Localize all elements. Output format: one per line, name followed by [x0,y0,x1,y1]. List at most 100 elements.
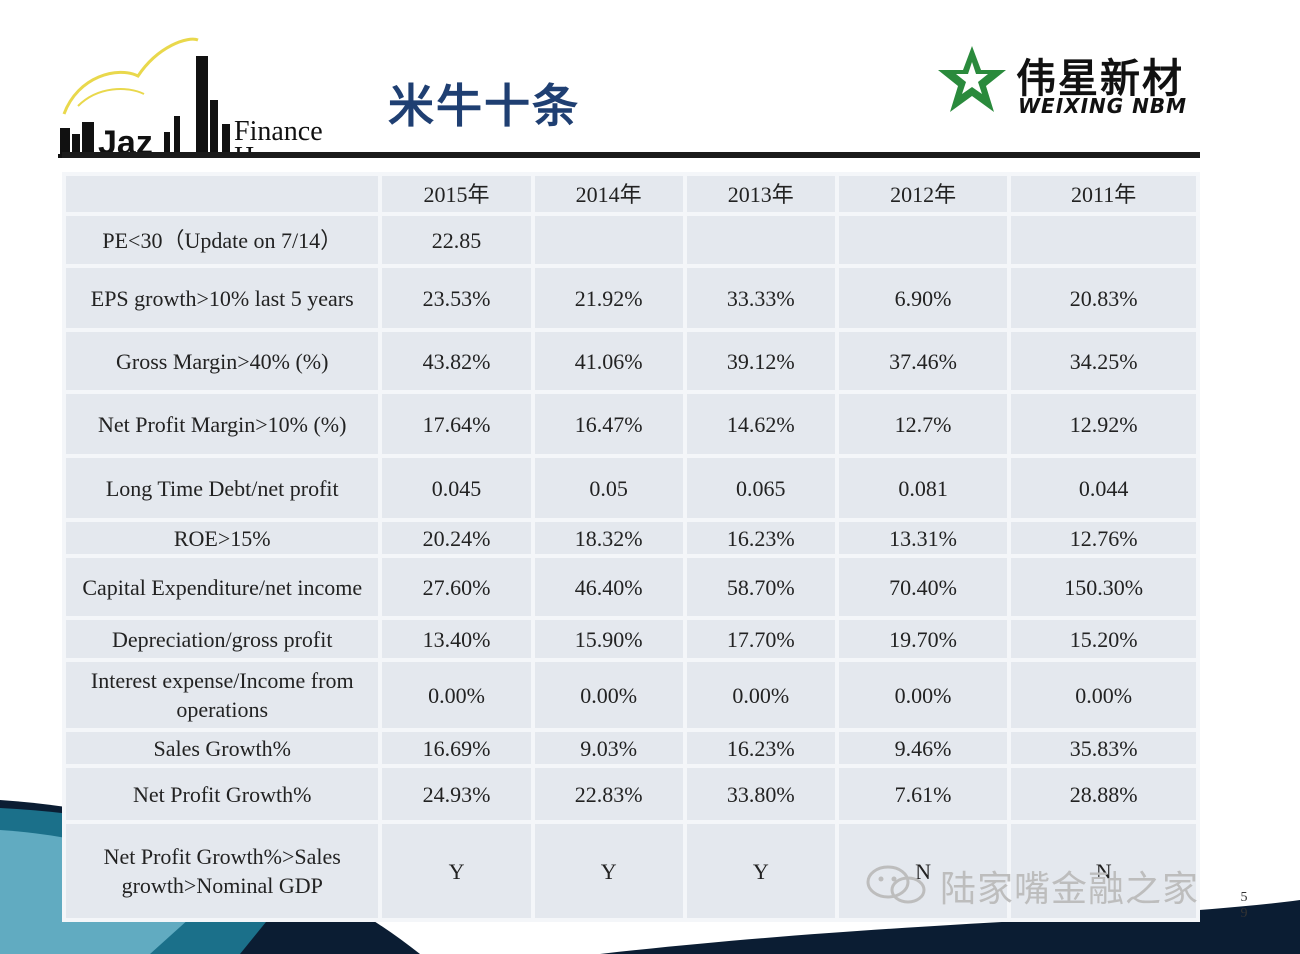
table-row: Interest expense/Income from operations … [61,658,1200,732]
header-cell: 2015年 [378,172,535,216]
table-row: ROE>15% 20.24% 18.32% 16.23% 13.31% 12.7… [61,518,1200,558]
wechat-icon [866,865,926,904]
table-cell: 0.044 [1007,454,1200,522]
header-cell: 2012年 [834,172,1012,216]
table-cell: 0.00% [378,658,535,732]
table-cell: 33.33% [682,264,839,332]
table-cell: 14.62% [682,390,839,458]
table-cell: 39.12% [682,328,839,394]
row-label: Sales Growth% [61,728,383,768]
table-cell: 23.53% [378,264,535,332]
table-cell: 34.25% [1007,328,1200,394]
table-cell: 28.88% [1007,764,1200,824]
row-label: Net Profit Growth% [61,764,383,824]
table-row: Long Time Debt/net profit 0.045 0.05 0.0… [61,454,1200,522]
star-emblem-icon [938,46,1006,112]
table-cell: 22.85 [378,212,535,268]
row-label: ROE>15% [61,518,383,558]
jazz-finance-house-logo: Jaz Finance House [58,36,348,162]
table-row: PE<30（Update on 7/14） 22.85 [61,212,1200,268]
wechat-watermark: 陆家嘴金融之家 [866,856,1246,910]
table-cell: N [834,820,1012,922]
table-cell: 24.93% [378,764,535,824]
table-cell: 16.47% [530,390,687,458]
table-cell: 37.46% [834,328,1012,394]
row-label: Net Profit Margin>10% (%) [61,390,383,458]
header-cell: 2013年 [682,172,839,216]
table-cell: 18.32% [530,518,687,558]
table-cell: 15.20% [1007,616,1200,662]
table-cell: 15.90% [530,616,687,662]
weixing-logo: 伟星新材 WEIXING NBM [936,44,1216,120]
table-row: Depreciation/gross profit 13.40% 15.90% … [61,616,1200,662]
table-cell: 9.03% [530,728,687,768]
row-label: Depreciation/gross profit [61,616,383,662]
table-row: EPS growth>10% last 5 years 23.53% 21.92… [61,264,1200,332]
header-cell [61,172,383,216]
table-cell [530,212,687,268]
table-cell [682,212,839,268]
table-cell: 16.23% [682,518,839,558]
table-cell: 150.30% [1007,554,1200,620]
table-row: Net Profit Growth%>Sales growth>Nominal … [61,820,1200,922]
table-cell: 0.00% [682,658,839,732]
table-cell: 13.40% [378,616,535,662]
page-number-digit: 5 [1240,890,1248,905]
table-cell: 22.83% [530,764,687,824]
table-cell: Y [530,820,687,922]
header-cell: 2011年 [1007,172,1200,216]
table-cell: 16.23% [682,728,839,768]
table-row: Capital Expenditure/net income 27.60% 46… [61,554,1200,620]
table-cell: Y [682,820,839,922]
table-cell: 43.82% [378,328,535,394]
table-cell [834,212,1012,268]
table-cell: 0.00% [834,658,1012,732]
table-cell: 9.46% [834,728,1012,768]
table-cell [1007,212,1200,268]
header-divider [62,152,1200,158]
table-cell: Y [378,820,535,922]
logo-text-finance: Finance [234,116,323,147]
table-cell: 17.64% [378,390,535,458]
table-cell: 12.92% [1007,390,1200,458]
table-cell: 20.83% [1007,264,1200,332]
row-label: Net Profit Growth%>Sales growth>Nominal … [61,820,383,922]
row-label: Gross Margin>40% (%) [61,328,383,394]
row-label: Long Time Debt/net profit [61,454,383,522]
header-cell: 2014年 [530,172,687,216]
watermark-text: 陆家嘴金融之家 [940,869,1200,910]
table-cell: 6.90% [834,264,1012,332]
table-cell: 46.40% [530,554,687,620]
table-cell: 16.69% [378,728,535,768]
table-cell: 0.00% [530,658,687,732]
table-cell: 21.92% [530,264,687,332]
logo-chinese-name: 伟星新材 [1016,56,1184,102]
table-cell: 41.06% [530,328,687,394]
table-cell: 19.70% [834,616,1012,662]
row-label: Capital Expenditure/net income [61,554,383,620]
table-cell: 13.31% [834,518,1012,558]
logo-english-name: WEIXING NBM [1018,94,1188,118]
page-number: 5 9 [1236,890,1252,922]
table-cell: 0.081 [834,454,1012,522]
table-cell: 70.40% [834,554,1012,620]
table-cell: 12.76% [1007,518,1200,558]
table-cell: 0.065 [682,454,839,522]
row-label: EPS growth>10% last 5 years [61,264,383,332]
table-cell: 20.24% [378,518,535,558]
slide-title: 米牛十条 [388,79,580,133]
table-cell: 27.60% [378,554,535,620]
table-cell: 0.05 [530,454,687,522]
table-cell: 12.7% [834,390,1012,458]
row-label: Interest expense/Income from operations [61,658,383,732]
page-number-digit: 9 [1240,906,1248,921]
financial-metrics-table: 2015年 2014年 2013年 2012年 2011年 PE<30（Upda… [61,172,1200,922]
table-row: Net Profit Growth% 24.93% 22.83% 33.80% … [61,764,1200,824]
table-cell: 35.83% [1007,728,1200,768]
table-row: Net Profit Margin>10% (%) 17.64% 16.47% … [61,390,1200,458]
row-label: PE<30（Update on 7/14） [61,212,383,268]
table-row: Gross Margin>40% (%) 43.82% 41.06% 39.12… [61,328,1200,394]
table-cell: 58.70% [682,554,839,620]
table-row: Sales Growth% 16.69% 9.03% 16.23% 9.46% … [61,728,1200,768]
